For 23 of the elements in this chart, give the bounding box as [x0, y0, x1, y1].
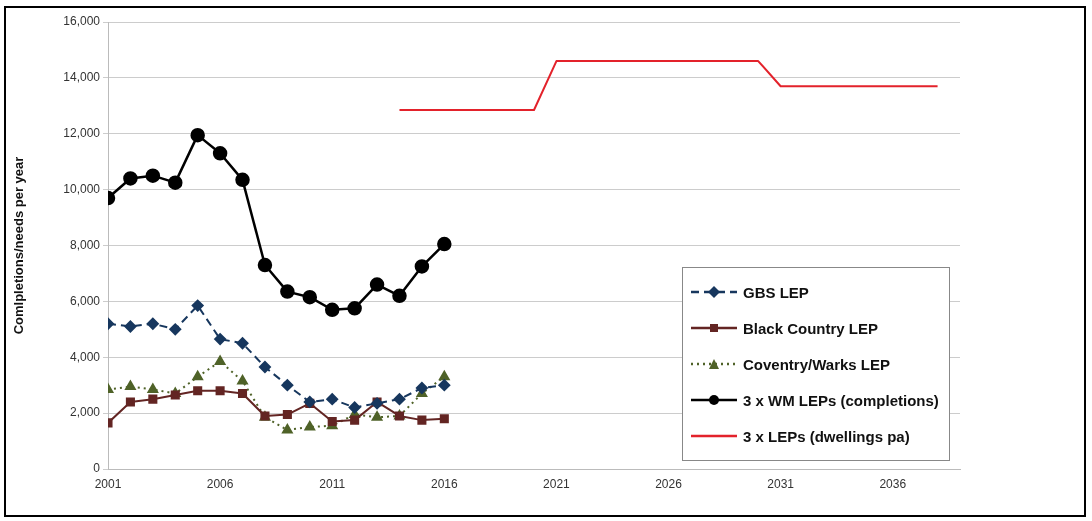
x-tick-label: 2031: [767, 476, 795, 491]
y-tick-label: 8,000: [69, 237, 101, 252]
legend-label: Black Country LEP: [743, 319, 879, 337]
y-tick-label: 0: [93, 461, 101, 476]
y-axis-title: Comlpletions/needs per year: [11, 156, 27, 335]
y-tick-label: 2,000: [69, 405, 101, 420]
legend-label: 3 x LEPs (dwellings pa): [743, 427, 910, 445]
legend-label: GBS LEP: [743, 283, 809, 301]
x-tick-label: 2016: [430, 476, 458, 491]
legend-label: Coventry/Warks LEP: [743, 355, 890, 373]
legend-label: 3 x WM LEPs (completions): [743, 391, 939, 409]
y-tick-label: 6,000: [69, 293, 101, 308]
x-tick-label: 2006: [206, 476, 234, 491]
x-tick-label: 2026: [655, 476, 683, 491]
y-tick-label: 10,000: [63, 181, 101, 196]
x-tick-label: 2021: [543, 476, 571, 491]
y-tick-label: 12,000: [63, 126, 101, 141]
y-tick-label: 16,000: [63, 14, 101, 29]
x-tick-label: 2036: [879, 476, 907, 491]
y-tick-label: 4,000: [69, 349, 101, 364]
x-tick-label: 2001: [94, 476, 122, 491]
y-tick-label: 14,000: [63, 70, 101, 85]
x-tick-label: 2011: [319, 476, 346, 491]
